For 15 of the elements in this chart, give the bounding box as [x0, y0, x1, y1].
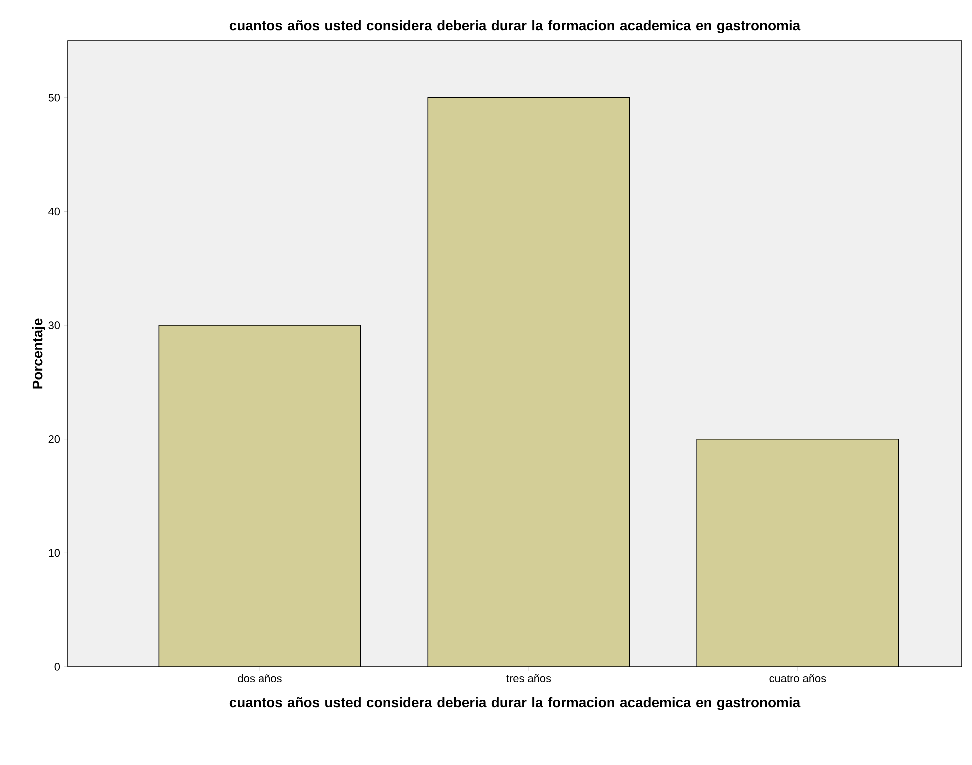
- y-tick-label: 0: [54, 663, 60, 671]
- bar: [428, 97, 630, 667]
- x-tick-label: dos años: [238, 674, 282, 683]
- y-tick-label: 50: [48, 94, 60, 102]
- x-tick-label: tres años: [506, 674, 552, 682]
- y-tick-label: 20: [48, 435, 60, 444]
- y-axis-title: Porcentaje: [32, 318, 46, 389]
- y-tick-label: 30: [48, 322, 60, 330]
- x-tick-label: cuatro años: [770, 674, 826, 682]
- x-axis-title: cuantos años usted considera deberia durar la formacion academica en gastronomia: [230, 697, 801, 710]
- y-tick-label: 40: [48, 208, 60, 216]
- y-tick-label: 10: [49, 549, 60, 558]
- bar: [696, 438, 900, 667]
- chart-title: cuantos años usted considera deberia durar la formacion academica en gastronomia: [230, 20, 801, 34]
- bar: [158, 325, 362, 667]
